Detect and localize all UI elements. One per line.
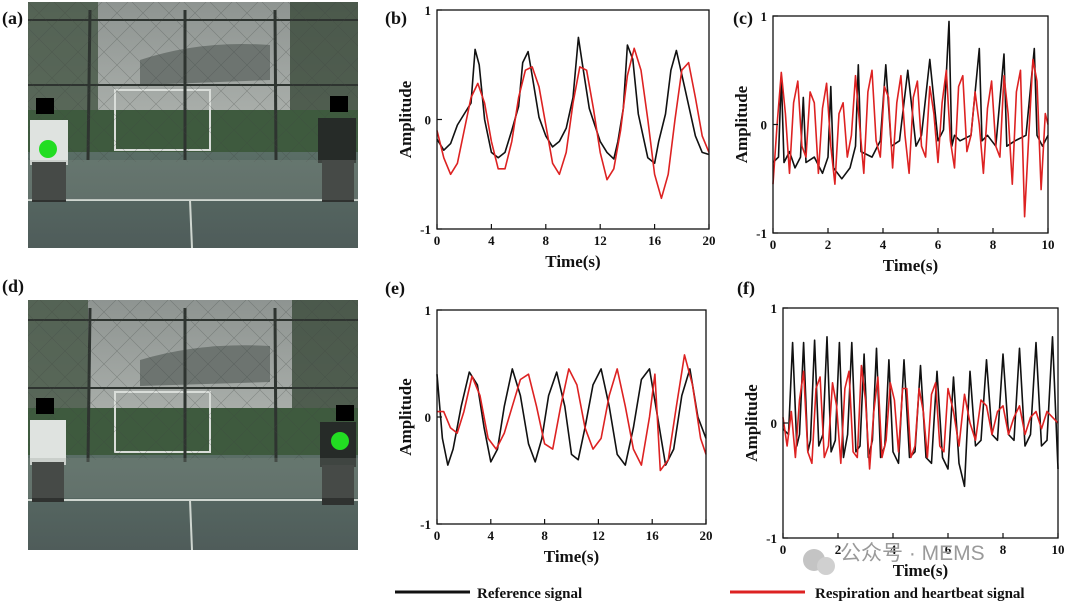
legend-label-respiration: Respiration and heartbeat signal	[815, 586, 1025, 602]
y-tick-label: 1	[425, 3, 432, 18]
x-tick-label: 0	[434, 528, 441, 543]
y-tick-label: 1	[425, 303, 432, 318]
subject-marker-d	[331, 432, 349, 450]
series-line-respiration	[436, 47, 710, 200]
y-axis-label: Amplitude	[742, 384, 761, 462]
series-line-reference	[436, 36, 710, 165]
panel-label: (f)	[737, 278, 755, 299]
plot-frame	[436, 9, 710, 230]
x-tick-label: 2	[825, 237, 832, 252]
legend-label-reference: Reference signal	[477, 586, 582, 602]
x-axis-label: Time(s)	[893, 561, 948, 580]
x-tick-label: 8	[541, 528, 548, 543]
photo-panel-a: (a)	[2, 2, 358, 249]
watermark: 公众号 · MEMS	[803, 542, 985, 575]
x-tick-label: 0	[780, 542, 787, 557]
y-axis-label: Amplitude	[396, 80, 415, 158]
x-tick-label: 6	[935, 237, 942, 252]
x-tick-label: 12	[594, 233, 607, 248]
stadium-photo-a	[28, 2, 358, 249]
x-tick-label: 6	[945, 542, 952, 557]
y-tick-label: -1	[420, 517, 431, 532]
panel-label-d: (d)	[2, 276, 24, 297]
x-tick-label: 8	[1000, 542, 1007, 557]
series-line-reference	[436, 368, 707, 466]
series-line-respiration	[437, 354, 707, 472]
y-tick-label: 0	[761, 118, 768, 133]
y-tick-label: 0	[771, 416, 778, 431]
x-tick-label: 4	[890, 542, 897, 557]
x-axis-label: Time(s)	[544, 547, 599, 566]
x-tick-label: 8	[990, 237, 997, 252]
x-tick-label: 20	[700, 528, 713, 543]
y-tick-label: -1	[756, 226, 767, 241]
series-line-respiration	[772, 58, 1049, 218]
x-axis-label: Time(s)	[545, 252, 600, 271]
series-line-respiration	[782, 364, 1059, 470]
y-axis-label: Amplitude	[396, 378, 415, 456]
panel-label-a: (a)	[2, 8, 23, 29]
watermark-text: 公众号 · MEMS	[840, 542, 985, 565]
x-tick-label: 0	[770, 237, 777, 252]
plot-frame	[782, 307, 1059, 539]
x-tick-label: 10	[1042, 237, 1055, 252]
legend: Reference signal Respiration and heartbe…	[395, 586, 1025, 602]
x-tick-label: 10	[1052, 542, 1065, 557]
series-line-reference	[772, 20, 1049, 180]
x-tick-label: 16	[646, 528, 660, 543]
x-tick-label: 4	[880, 237, 887, 252]
x-axis-label: Time(s)	[883, 256, 938, 275]
y-axis-label: Amplitude	[732, 85, 751, 163]
x-tick-label: 20	[703, 233, 716, 248]
plot-frame	[436, 309, 707, 525]
x-tick-label: 4	[488, 233, 495, 248]
x-tick-label: 16	[648, 233, 662, 248]
y-tick-label: 1	[771, 301, 778, 316]
y-tick-label: 0	[425, 410, 432, 425]
subject-marker-a	[39, 140, 57, 158]
stadium-photo-d	[28, 300, 358, 551]
photo-panel-d: (d)	[2, 276, 358, 551]
y-tick-label: -1	[766, 531, 777, 546]
x-tick-label: 2	[835, 542, 842, 557]
x-tick-label: 4	[488, 528, 495, 543]
y-tick-label: -1	[420, 222, 431, 237]
panel-label: (e)	[385, 278, 405, 299]
y-tick-label: 1	[761, 9, 768, 24]
x-tick-label: 12	[592, 528, 605, 543]
x-tick-label: 0	[434, 233, 441, 248]
x-tick-label: 8	[543, 233, 550, 248]
panel-label: (b)	[385, 8, 407, 29]
y-tick-label: 0	[425, 113, 432, 128]
panel-label: (c)	[733, 8, 753, 29]
